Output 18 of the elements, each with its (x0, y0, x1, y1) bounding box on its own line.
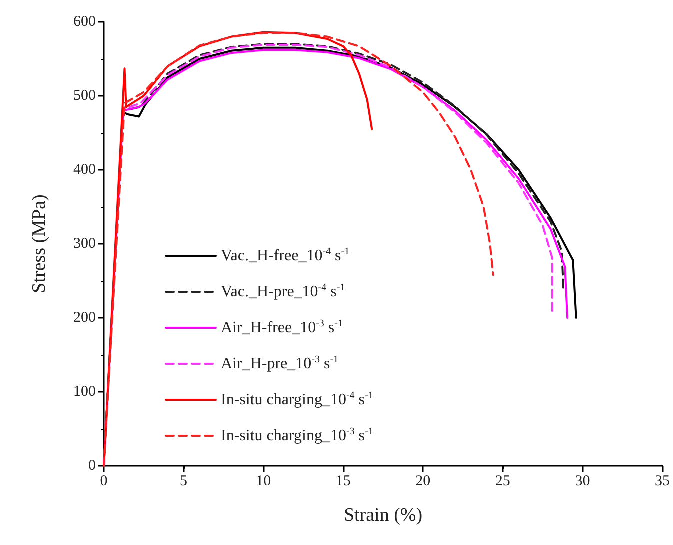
x-tick-label: 10 (256, 474, 272, 490)
y-tick-label: 300 (74, 236, 96, 252)
line-series (103, 32, 494, 467)
y-tick-label: 200 (74, 310, 96, 326)
y-tick-label: 500 (74, 88, 96, 104)
y-tick-label: 600 (74, 14, 96, 30)
x-tick-label: 30 (575, 474, 590, 490)
x-tick-label: 15 (336, 474, 351, 490)
y-tick-label: 400 (74, 162, 96, 178)
x-tick-label: 20 (416, 474, 431, 490)
x-axis-title: Strain (%) (344, 505, 423, 526)
x-tick-label: 35 (655, 474, 670, 490)
y-axis-title: Stress (MPa) (29, 194, 50, 294)
x-tick-label: 25 (495, 474, 510, 490)
x-tick-label: 0 (100, 474, 108, 490)
y-tick-label: 0 (88, 458, 96, 474)
y-tick-label: 100 (74, 384, 96, 400)
x-tick-label: 5 (180, 474, 188, 490)
